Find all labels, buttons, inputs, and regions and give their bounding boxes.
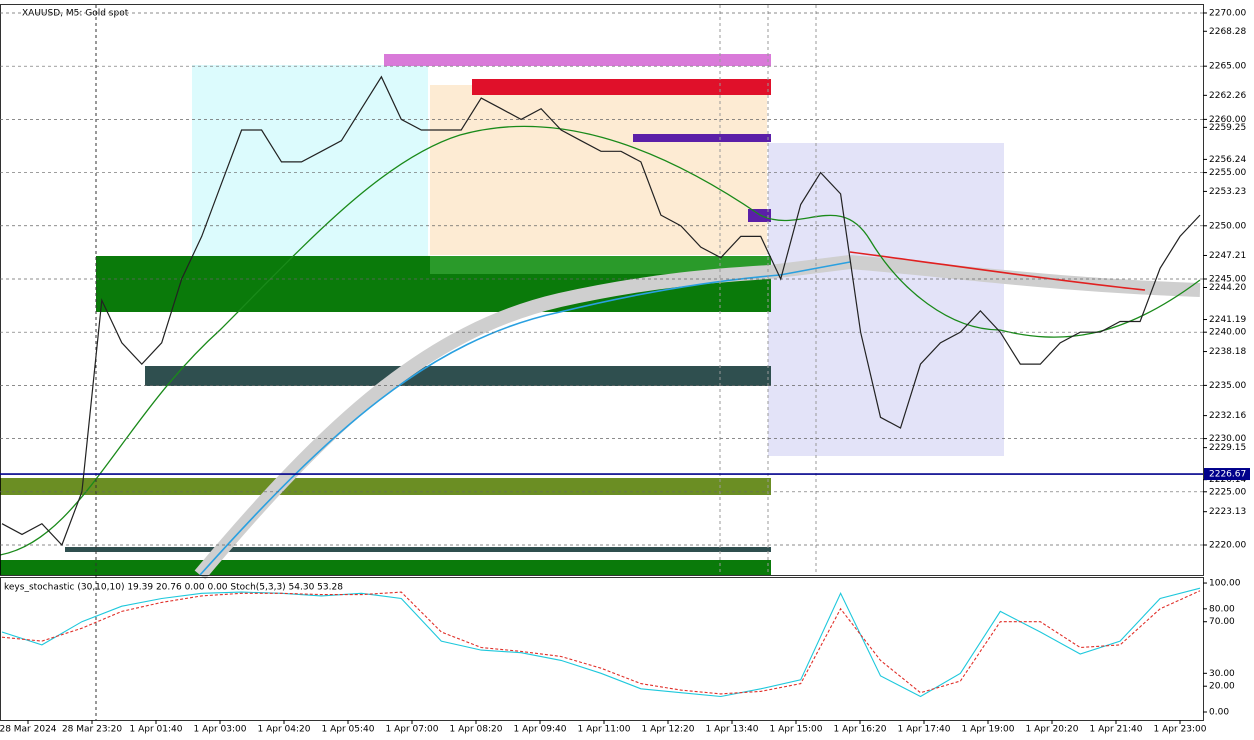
- y-tick-label: 2240.00: [1209, 328, 1246, 338]
- x-tick-label: 1 Apr 17:40: [898, 725, 951, 735]
- x-tick-label: 1 Apr 01:40: [130, 725, 183, 735]
- price-label: 2226.67: [1209, 470, 1246, 480]
- y-tick-label: 2260.00: [1209, 115, 1246, 125]
- zone: [748, 209, 771, 222]
- zone: [145, 366, 771, 386]
- zone: [768, 143, 1004, 456]
- y-tick-label: 2223.13: [1209, 507, 1246, 517]
- line: [1, 590, 1201, 695]
- zone: [430, 85, 767, 255]
- y-tick-label: 2226.14: [1209, 475, 1246, 485]
- zone: [633, 134, 771, 142]
- price-marker: [1204, 468, 1250, 481]
- y-tick-label: 2268.28: [1209, 27, 1246, 37]
- x-tick-label: 1 Apr 20:20: [1026, 725, 1079, 735]
- y-tick-label: 2244.20: [1209, 283, 1246, 293]
- chart-title: XAUUSD, M5: Gold spot: [22, 9, 129, 19]
- indicator-pane: [0, 577, 1204, 721]
- x-tick-label: 1 Apr 23:00: [1154, 725, 1207, 735]
- zone: [430, 256, 771, 274]
- y-tick-label: 20.00: [1209, 682, 1235, 692]
- price-pane: [0, 4, 1204, 576]
- indicator-title: keys_stochastic (30,10,10) 19.39 20.76 0…: [4, 583, 343, 593]
- y-tick-label: 2232.16: [1209, 411, 1246, 421]
- zone: [0, 478, 771, 495]
- zone: [384, 54, 771, 66]
- ribbon: [849, 255, 1201, 297]
- y-tick-label: 80.00: [1209, 604, 1235, 614]
- moving-average: [0, 125, 1201, 556]
- y-tick-label: 2220.00: [1209, 540, 1246, 550]
- x-tick-label: 1 Apr 09:40: [514, 725, 567, 735]
- x-tick-label: 1 Apr 07:00: [386, 725, 439, 735]
- zone: [472, 79, 771, 95]
- x-tick-label: 1 Apr 08:20: [450, 725, 503, 735]
- y-tick-label: 2225.00: [1209, 487, 1246, 497]
- y-tick-label: 2230.00: [1209, 434, 1246, 444]
- zone: [65, 547, 771, 552]
- y-tick-label: 100.00: [1209, 579, 1241, 589]
- x-tick-label: 1 Apr 13:40: [706, 725, 759, 735]
- y-tick-label: 2270.00: [1209, 8, 1246, 18]
- x-tick-label: 1 Apr 15:00: [770, 725, 823, 735]
- y-tick-label: 2265.00: [1209, 62, 1246, 72]
- x-tick-label: 28 Mar 23:20: [62, 725, 122, 735]
- line: [1, 75, 1201, 547]
- y-tick-label: 2259.25: [1209, 123, 1246, 133]
- y-tick-label: 2262.26: [1209, 91, 1246, 101]
- y-tick-label: 30.00: [1209, 669, 1235, 679]
- moving-average: [199, 261, 851, 576]
- y-tick-label: 2255.00: [1209, 168, 1246, 178]
- ribbon: [194, 255, 851, 580]
- x-tick-label: 1 Apr 12:20: [642, 725, 695, 735]
- y-tick-label: 2229.15: [1209, 443, 1246, 453]
- y-tick-label: 2247.21: [1209, 251, 1246, 261]
- x-tick-label: 1 Apr 19:00: [962, 725, 1015, 735]
- y-tick-label: 2235.00: [1209, 381, 1246, 391]
- zone: [192, 65, 428, 292]
- y-tick-label: 2256.24: [1209, 155, 1246, 165]
- y-tick-label: 70.00: [1209, 617, 1235, 627]
- y-tick-label: 2241.19: [1209, 315, 1246, 325]
- x-tick-label: 1 Apr 03:00: [194, 725, 247, 735]
- zone: [0, 560, 771, 575]
- y-tick-label: 2253.23: [1209, 187, 1246, 197]
- x-tick-label: 1 Apr 04:20: [258, 725, 311, 735]
- y-tick-label: 2250.00: [1209, 221, 1246, 231]
- moving-average: [849, 251, 1146, 291]
- x-tick-label: 28 Mar 2024: [0, 725, 57, 735]
- x-tick-label: 1 Apr 21:40: [1090, 725, 1143, 735]
- y-tick-label: 2238.18: [1209, 347, 1246, 357]
- x-tick-label: 1 Apr 05:40: [322, 725, 375, 735]
- y-tick-label: 2245.00: [1209, 274, 1246, 284]
- line: [1, 587, 1201, 698]
- x-tick-label: 1 Apr 16:20: [834, 725, 887, 735]
- y-tick-label: 0.00: [1209, 708, 1229, 718]
- x-tick-label: 1 Apr 11:00: [578, 725, 631, 735]
